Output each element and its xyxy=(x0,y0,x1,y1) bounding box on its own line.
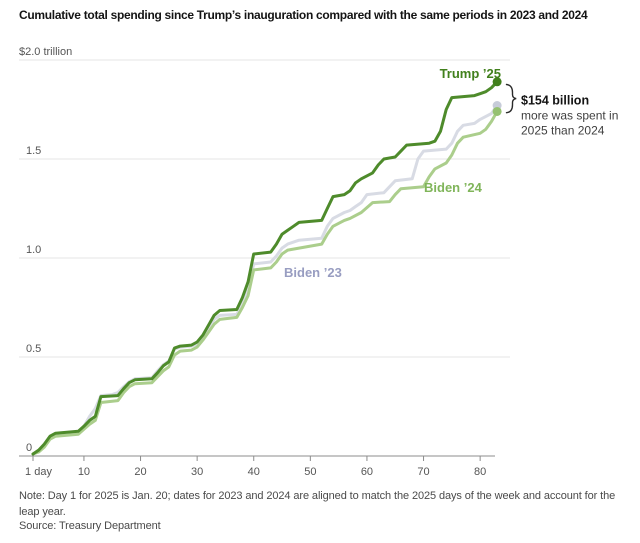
x-tick-label: 40 xyxy=(248,466,260,478)
x-tick-label: 60 xyxy=(361,466,373,478)
series-endpoint-dot-biden-24 xyxy=(492,106,502,116)
x-tick-label: 1 day xyxy=(25,466,52,478)
y-tick-label: 0.5 xyxy=(26,343,41,355)
y-tick-label: 1.5 xyxy=(26,145,41,157)
x-tick-label: 30 xyxy=(191,466,203,478)
x-tick-label: 70 xyxy=(417,466,429,478)
annotation-headline: $154 billion xyxy=(521,94,589,108)
series-endpoint-dot-trump-25 xyxy=(492,77,502,87)
brace-annotation xyxy=(505,83,517,114)
source-credit: Source: Treasury Department xyxy=(19,520,161,532)
footnote: Note: Day 1 for 2025 is Jan. 20; dates f… xyxy=(19,490,616,518)
series-line-trump-25 xyxy=(31,80,499,456)
y-tick-label: $2.0 trillion xyxy=(19,46,72,58)
series-line-biden-24 xyxy=(31,110,499,456)
series-label-biden-24: Biden ’24 xyxy=(424,180,483,195)
plot-layer: $2.0 trillion 1.5 1.0 0.5 0 1 day 10 20 30 40 50 60… xyxy=(19,46,510,478)
annotation-line2: more was spent in xyxy=(521,109,618,123)
chart-title: Cumulative total spending since Trump’s … xyxy=(19,8,588,22)
x-tick-label: 20 xyxy=(134,466,146,478)
annotation-line3: 2025 than 2024 xyxy=(521,124,605,138)
y-tick-label: 0 xyxy=(26,442,32,454)
x-tick-label: 50 xyxy=(304,466,316,478)
x-tick-label: 10 xyxy=(78,466,90,478)
series-label-biden-23: Biden ’23 xyxy=(284,265,342,280)
series-label-trump-25: Trump ’25 xyxy=(440,66,501,81)
x-tick-label: 80 xyxy=(474,466,486,478)
y-tick-label: 1.0 xyxy=(26,244,41,256)
